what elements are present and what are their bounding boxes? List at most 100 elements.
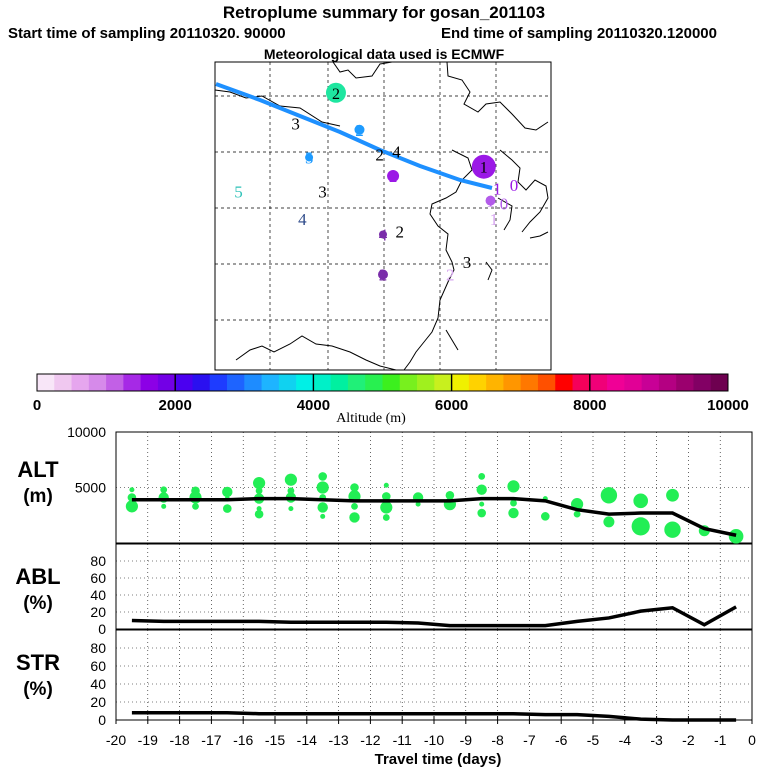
map-frame <box>214 61 552 371</box>
x-tick-label: -20 <box>106 732 126 748</box>
colorbar-tick-label: 6000 <box>435 397 468 414</box>
coastline-japan <box>529 231 549 239</box>
cluster-point <box>478 473 486 480</box>
x-tick-label: -3 <box>650 732 663 748</box>
cluster-point <box>350 483 359 492</box>
panel-alt: 5000 10000 ALT (m) <box>17 424 753 544</box>
colorbar-swatch <box>658 374 677 391</box>
y-tick-label: 80 <box>90 553 106 569</box>
map-marker-label: 4 <box>379 225 388 244</box>
chart-title: Retroplume summary for gosan_201103 <box>222 3 546 22</box>
x-tick-label: -9 <box>460 732 473 748</box>
colorbar: 0 2000 4000 6000 8000 10000 <box>33 373 749 414</box>
y-tick-label: 20 <box>90 604 106 620</box>
map-marker-label: 2 <box>375 145 384 164</box>
map-marker-label: 4 <box>298 210 307 229</box>
map-marker-label: 1 <box>490 210 499 229</box>
colorbar-tick-label: 10000 <box>707 397 749 414</box>
map-marker-label: 3 <box>291 115 300 134</box>
colorbar-swatch <box>417 374 435 391</box>
x-tick-label: -13 <box>328 732 348 748</box>
cluster-point <box>189 491 202 504</box>
colorbar-swatch <box>313 374 332 391</box>
colorbar-swatch <box>54 374 72 391</box>
colorbar-swatch <box>624 374 643 391</box>
border-west <box>214 89 341 127</box>
colorbar-tick-label: 0 <box>33 397 41 414</box>
map-marker-label: 2 <box>355 121 364 140</box>
x-tick-label: -12 <box>360 732 380 748</box>
colorbar-swatch <box>192 374 211 391</box>
panel-label: STR <box>16 650 60 675</box>
series-line <box>131 711 737 722</box>
cluster-point <box>316 481 329 494</box>
cluster-point <box>287 487 295 495</box>
cluster-point <box>477 508 487 518</box>
x-tick-label: -4 <box>619 732 632 748</box>
map-marker-label: 5 <box>305 148 314 167</box>
colorbar-frame <box>36 373 729 392</box>
colorbar-swatch <box>589 374 608 391</box>
cluster-point <box>507 480 520 493</box>
colorbar-swatch <box>209 374 228 391</box>
x-tick-label: -1 <box>714 732 727 748</box>
map-marker-label: 1 <box>486 192 495 211</box>
map-marker-label: 2 <box>446 266 455 285</box>
x-tick-label: -10 <box>424 732 444 748</box>
map-marker-dot <box>305 153 314 162</box>
colorbar-swatch <box>244 374 262 391</box>
colorbar-swatch <box>71 374 90 391</box>
colorbar-swatch <box>37 374 55 391</box>
colorbar-swatch <box>157 374 176 391</box>
colorbar-swatch <box>572 374 591 391</box>
x-tick-label: -5 <box>587 732 600 748</box>
map-marker-label: 0 <box>500 195 509 214</box>
colorbar-swatch <box>503 374 522 391</box>
cluster-point <box>476 484 487 495</box>
cluster-point <box>161 503 167 509</box>
cluster-point <box>633 493 648 509</box>
cluster-point <box>445 490 455 500</box>
cluster-point <box>318 472 328 481</box>
x-tick-label: -19 <box>138 732 158 748</box>
map-marker-label: 1 <box>493 179 502 198</box>
cluster-point <box>541 512 550 521</box>
colorbar-swatch <box>468 374 487 391</box>
coastline-northeast <box>446 61 549 131</box>
y-tick-label: 60 <box>90 658 106 674</box>
x-tick-label: -2 <box>682 732 695 748</box>
start-time-label: Start time of sampling 20110320. 90000 <box>8 25 286 42</box>
cluster-point <box>508 507 519 519</box>
cluster-point <box>284 473 297 486</box>
colorbar-swatch <box>451 374 470 391</box>
cluster-point <box>415 501 421 507</box>
panel-unit-label: (%) <box>23 593 53 614</box>
cluster-point <box>320 513 326 519</box>
colorbar-tick-label: 2000 <box>159 397 192 414</box>
coastlines <box>214 61 549 371</box>
colorbar-swatch <box>330 374 349 391</box>
trajectory-line <box>215 82 493 190</box>
colorbar-swatch <box>88 374 107 391</box>
met-data-label: Meteorological data used is ECMWF <box>263 46 505 62</box>
x-tick-label: -11 <box>393 732 412 748</box>
colorbar-tick-label: 4000 <box>297 397 330 414</box>
cluster-point <box>129 487 135 493</box>
time-series-panels: 500010000ALT(m)020406080ABL(%)020406080S… <box>15 424 753 728</box>
series-line <box>131 496 737 537</box>
colorbar-swatch <box>537 374 556 391</box>
cluster-point <box>254 509 264 519</box>
colorbar-swatch <box>140 374 159 391</box>
colorbar-swatch <box>296 374 314 391</box>
y-tick-label: 0 <box>98 621 106 637</box>
colorbar-swatch <box>365 374 383 391</box>
x-tick-label: -17 <box>201 732 221 748</box>
cluster-point <box>380 501 393 514</box>
cluster-point <box>160 486 168 494</box>
colorbar-swatch <box>399 374 418 391</box>
cluster-point <box>223 504 232 513</box>
colorbar-swatch <box>382 374 401 391</box>
